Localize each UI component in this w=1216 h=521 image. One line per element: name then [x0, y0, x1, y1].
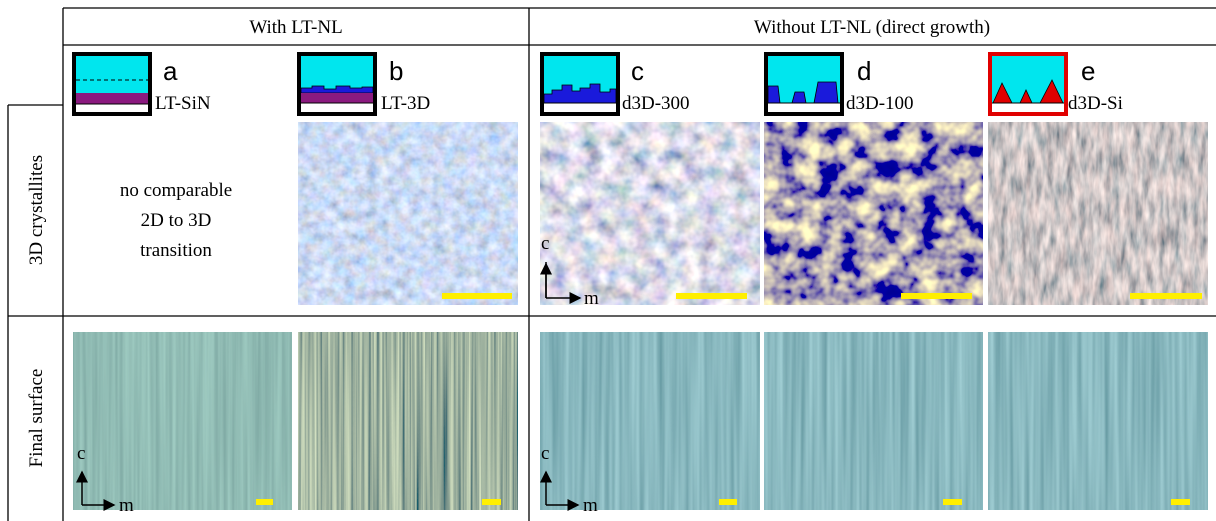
micrograph — [764, 332, 983, 510]
schematic-c — [542, 54, 618, 114]
micrograph — [73, 332, 292, 510]
micrograph — [540, 122, 760, 305]
axis-label: c — [541, 443, 549, 464]
axis-label: m — [584, 288, 599, 309]
panel-label: d3D-100 — [846, 93, 914, 114]
group-header: With LT-NL — [249, 17, 342, 38]
panel-letter: a — [163, 56, 178, 86]
panel-label: LT-3D — [381, 93, 430, 114]
schematic-a — [74, 54, 150, 114]
note: no comparable — [120, 180, 232, 201]
group-header: Without LT-NL (direct growth) — [754, 17, 990, 38]
panel-label: LT-SiN — [155, 93, 211, 114]
row-label: 3D crystallites — [26, 155, 47, 265]
panel-label: d3D-300 — [622, 93, 690, 114]
panel-label: d3D-Si — [1068, 93, 1123, 114]
schematic-b — [299, 54, 375, 114]
micrograph — [298, 122, 518, 305]
panel-letter: e — [1081, 56, 1095, 86]
schematic-e — [990, 54, 1066, 114]
axis-label: m — [119, 495, 134, 516]
panel-letter: b — [389, 56, 403, 86]
axis-label: m — [583, 495, 598, 516]
note: 2D to 3D — [141, 210, 212, 231]
panel-letter: d — [857, 56, 871, 86]
panel-letter: c — [631, 56, 644, 86]
schematic-d — [766, 54, 842, 114]
row-label: Final surface — [26, 369, 47, 468]
axis-label: c — [77, 443, 85, 464]
axis-label: c — [541, 233, 549, 254]
micrograph — [540, 332, 760, 510]
micrograph — [988, 122, 1208, 305]
micrograph — [764, 122, 983, 305]
micrograph — [988, 332, 1208, 510]
micrograph — [298, 332, 518, 510]
figure: With LT-NL Without LT-NL (direct growth)… — [0, 0, 1216, 521]
note: transition — [140, 240, 212, 261]
